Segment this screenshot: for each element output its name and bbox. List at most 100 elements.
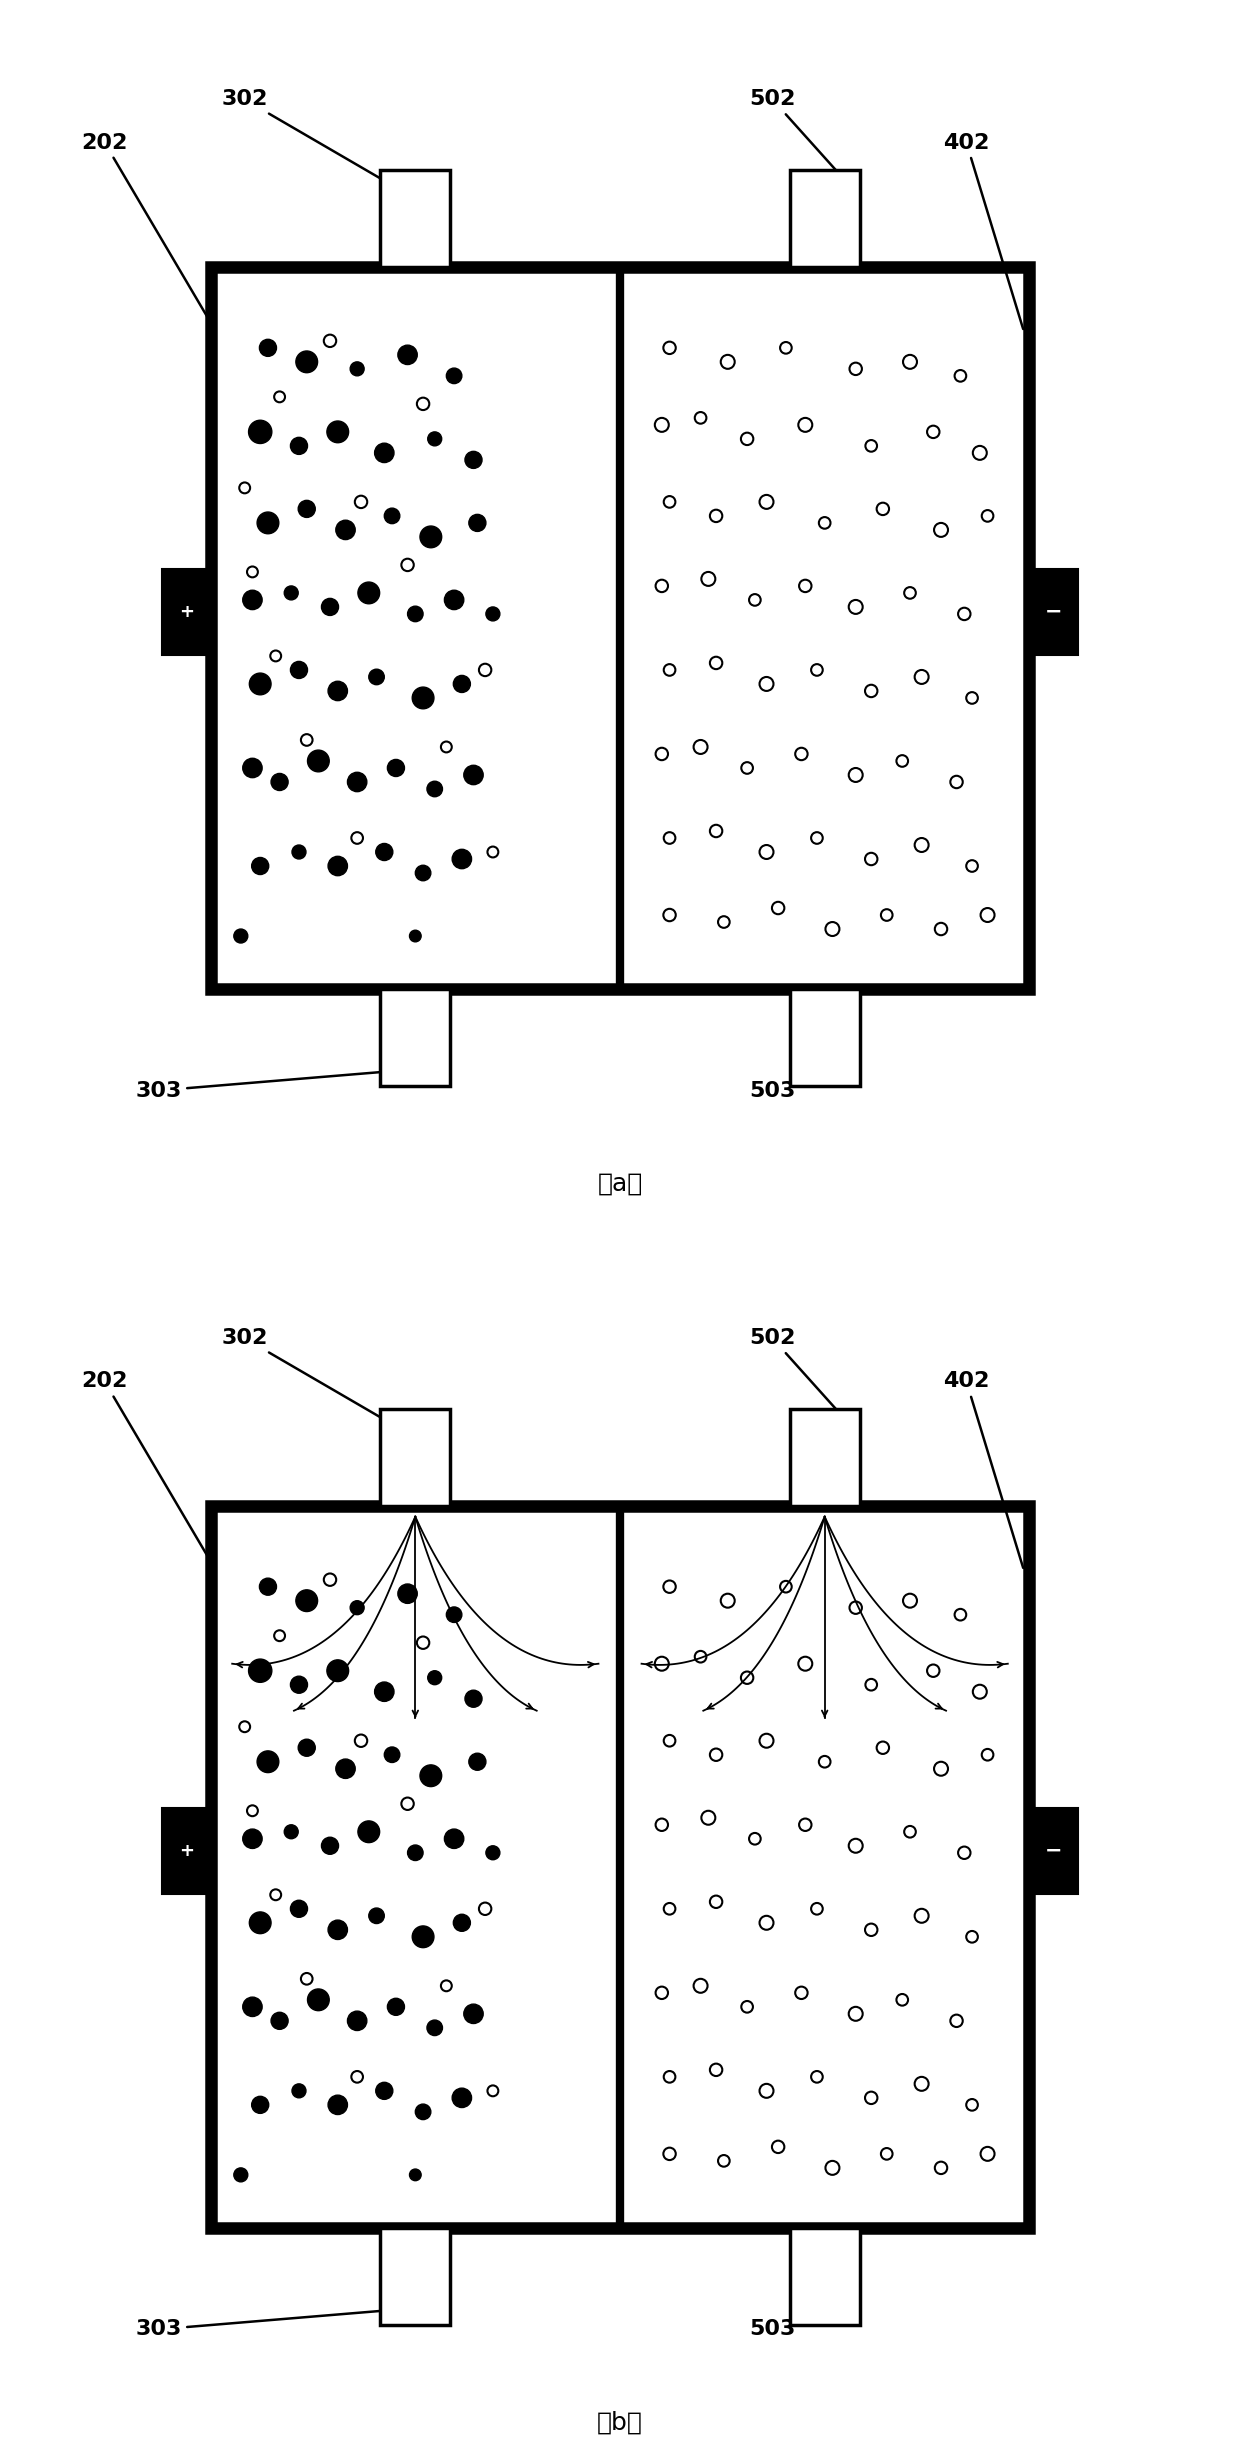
Circle shape bbox=[446, 368, 461, 383]
Text: 302: 302 bbox=[222, 1329, 388, 1421]
Bar bbox=[790, 171, 859, 268]
Text: 402: 402 bbox=[944, 1373, 1023, 1568]
Circle shape bbox=[284, 1824, 298, 1838]
Circle shape bbox=[402, 1797, 414, 1809]
Circle shape bbox=[454, 675, 470, 692]
Circle shape bbox=[718, 917, 729, 929]
Circle shape bbox=[749, 1833, 760, 1846]
Circle shape bbox=[818, 517, 831, 529]
Bar bbox=[790, 1409, 859, 1507]
Circle shape bbox=[351, 2070, 363, 2082]
Circle shape bbox=[446, 1607, 461, 1621]
Circle shape bbox=[308, 751, 330, 773]
Circle shape bbox=[234, 2167, 248, 2182]
Circle shape bbox=[959, 607, 971, 619]
Circle shape bbox=[465, 451, 482, 468]
Circle shape bbox=[291, 846, 306, 858]
Circle shape bbox=[368, 1909, 384, 1924]
Circle shape bbox=[487, 846, 498, 858]
Text: 402: 402 bbox=[944, 132, 1023, 329]
Circle shape bbox=[296, 1590, 317, 1612]
Circle shape bbox=[398, 346, 418, 366]
Text: 302: 302 bbox=[222, 90, 388, 183]
Circle shape bbox=[374, 444, 394, 463]
Circle shape bbox=[479, 663, 491, 675]
Text: 303: 303 bbox=[135, 1070, 388, 1100]
Circle shape bbox=[290, 1677, 308, 1694]
Circle shape bbox=[420, 527, 441, 549]
Circle shape bbox=[427, 780, 443, 797]
Circle shape bbox=[799, 1658, 812, 1670]
Circle shape bbox=[252, 858, 269, 875]
Circle shape bbox=[290, 661, 308, 678]
Circle shape bbox=[329, 1921, 347, 1941]
Circle shape bbox=[760, 1733, 774, 1748]
Circle shape bbox=[417, 397, 429, 410]
Circle shape bbox=[655, 1658, 668, 1670]
Circle shape bbox=[409, 931, 422, 941]
Circle shape bbox=[811, 1904, 822, 1914]
Circle shape bbox=[249, 1911, 272, 1933]
Circle shape bbox=[243, 590, 262, 610]
Circle shape bbox=[904, 588, 916, 600]
Circle shape bbox=[955, 371, 966, 383]
Circle shape bbox=[247, 566, 258, 578]
Circle shape bbox=[966, 1931, 978, 1943]
Circle shape bbox=[272, 773, 288, 790]
Circle shape bbox=[848, 600, 863, 614]
Bar bbox=[162, 568, 211, 656]
Circle shape bbox=[234, 929, 248, 944]
Circle shape bbox=[709, 656, 722, 668]
Circle shape bbox=[469, 1753, 486, 1770]
Circle shape bbox=[384, 1748, 399, 1763]
Circle shape bbox=[272, 2011, 288, 2028]
Circle shape bbox=[427, 2021, 443, 2036]
Circle shape bbox=[274, 1631, 285, 1641]
Circle shape bbox=[655, 417, 668, 432]
Circle shape bbox=[420, 1765, 441, 1787]
Circle shape bbox=[347, 773, 367, 792]
Circle shape bbox=[959, 1846, 971, 1858]
Circle shape bbox=[880, 909, 893, 922]
Circle shape bbox=[826, 2160, 839, 2175]
Circle shape bbox=[663, 1580, 676, 1592]
Circle shape bbox=[935, 924, 947, 936]
Circle shape bbox=[259, 1577, 277, 1594]
Circle shape bbox=[336, 519, 355, 539]
Circle shape bbox=[479, 1902, 491, 1914]
Circle shape bbox=[811, 831, 822, 844]
Circle shape bbox=[252, 2097, 269, 2114]
Circle shape bbox=[742, 1672, 754, 1685]
Circle shape bbox=[981, 907, 994, 922]
Circle shape bbox=[709, 824, 722, 836]
Circle shape bbox=[934, 522, 949, 536]
Circle shape bbox=[693, 1980, 708, 1992]
Circle shape bbox=[702, 1811, 715, 1824]
Text: +: + bbox=[179, 1841, 193, 1860]
Circle shape bbox=[298, 500, 315, 517]
Circle shape bbox=[966, 861, 978, 873]
Circle shape bbox=[428, 1670, 441, 1685]
Circle shape bbox=[795, 748, 807, 761]
Circle shape bbox=[799, 580, 811, 592]
Circle shape bbox=[327, 422, 348, 444]
Circle shape bbox=[487, 2084, 498, 2097]
Circle shape bbox=[915, 2077, 929, 2092]
Circle shape bbox=[248, 419, 272, 444]
Circle shape bbox=[720, 356, 735, 368]
Circle shape bbox=[376, 844, 393, 861]
Circle shape bbox=[702, 573, 715, 585]
Circle shape bbox=[355, 1733, 367, 1748]
Circle shape bbox=[358, 1821, 379, 1843]
Circle shape bbox=[257, 512, 279, 534]
Circle shape bbox=[663, 663, 676, 675]
Circle shape bbox=[694, 412, 707, 424]
Text: 202: 202 bbox=[82, 132, 215, 329]
Circle shape bbox=[897, 756, 908, 768]
Circle shape bbox=[347, 2011, 367, 2031]
Text: （a）: （a） bbox=[598, 1173, 642, 1197]
Circle shape bbox=[656, 1819, 668, 1831]
Circle shape bbox=[848, 1838, 863, 1853]
Circle shape bbox=[981, 2148, 994, 2160]
Circle shape bbox=[324, 1573, 336, 1585]
